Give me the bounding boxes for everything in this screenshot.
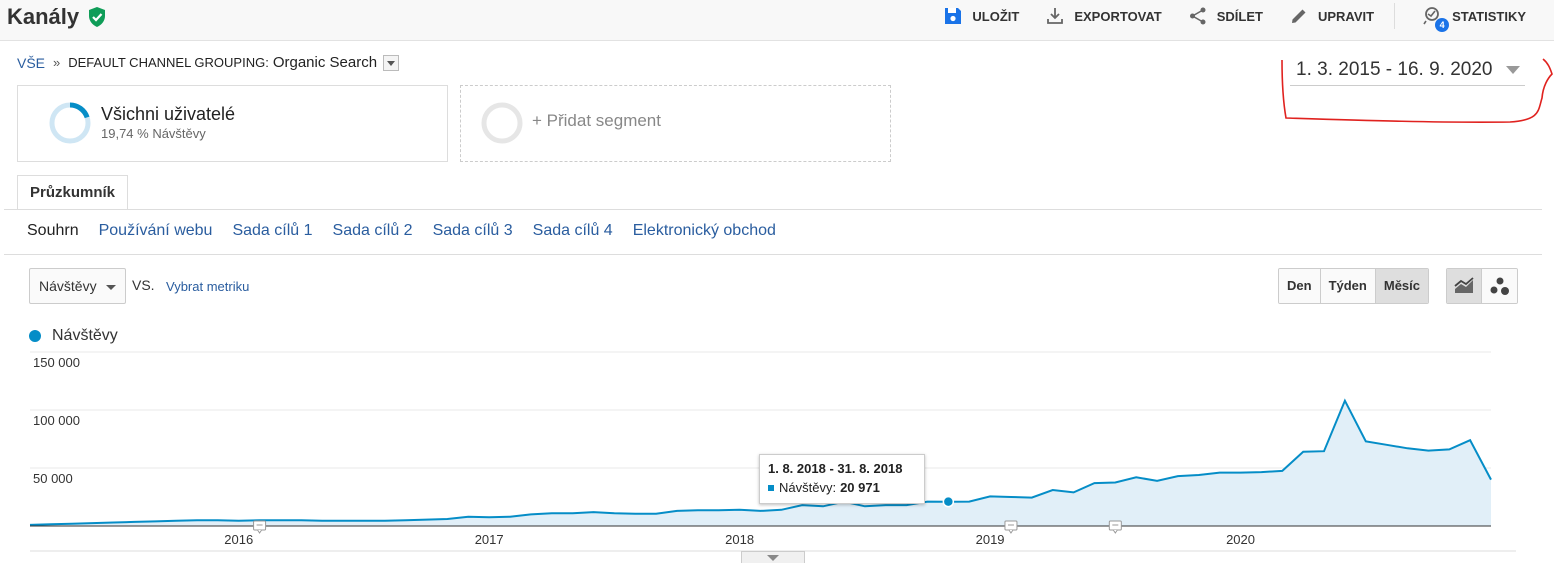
chart-collapse-handle[interactable] — [741, 551, 805, 563]
annotation-marker-icon[interactable] — [253, 520, 267, 534]
annotation-marker-icon[interactable] — [1108, 520, 1122, 534]
select-metric-link[interactable]: Vybrat metriku — [166, 279, 250, 294]
segment-title: Všichni uživatelé — [101, 104, 236, 124]
insights-button[interactable]: 4 STATISTIKY — [1421, 5, 1526, 32]
segment-donut-icon — [49, 102, 91, 144]
breadcrumb-dimension-value: Organic Search — [272, 54, 378, 71]
chart-type-toggle — [1446, 268, 1518, 304]
top-bar: Kanály ULOŽIT EXPORTOVAT — [0, 0, 1554, 41]
tooltip-series-swatch — [768, 484, 774, 491]
line-chart-view-button[interactable] — [1447, 269, 1482, 303]
breadcrumb-root-link[interactable]: VŠE — [17, 54, 46, 71]
subnav-divider — [4, 254, 1542, 255]
tooltip-date-range: 1. 8. 2018 - 31. 8. 2018 — [768, 461, 903, 476]
date-range-text: 1. 3. 2015 - 16. 9. 2020 — [1296, 59, 1493, 80]
line-chart-icon — [1454, 277, 1474, 293]
segment-all-users[interactable]: Všichni uživatelé 19,74 % Návštěvy — [17, 85, 448, 162]
toolbar-divider — [1394, 3, 1396, 29]
y-tick-label: 150 000 — [33, 355, 80, 370]
period-toggle: Den Týden Měsíc — [1278, 268, 1429, 304]
x-tick-label: 2020 — [1226, 532, 1255, 547]
subnav-goal-set-4[interactable]: Sada cílů 4 — [532, 222, 613, 239]
chart-legend: Návštěvy — [29, 327, 118, 345]
tab-divider — [4, 209, 1542, 210]
x-tick-label: 2016 — [224, 532, 253, 547]
verified-shield-icon — [89, 7, 106, 27]
subnav-goal-set-1[interactable]: Sada cílů 1 — [232, 222, 313, 239]
segment-subtitle: 19,74 % Návštěvy — [101, 126, 206, 141]
subnav-site-usage[interactable]: Používání webu — [98, 222, 213, 239]
chevron-down-icon — [1506, 66, 1520, 74]
legend-series-dot — [29, 330, 41, 342]
tooltip-series-value: 20 971 — [840, 480, 880, 495]
download-icon — [1047, 8, 1064, 24]
motion-chart-view-button[interactable] — [1482, 269, 1517, 303]
tooltip-series-label: Návštěvy: — [779, 480, 837, 495]
y-tick-label: 100 000 — [33, 413, 80, 428]
x-tick-label: 2017 — [475, 532, 504, 547]
page-title: Kanály — [7, 4, 107, 30]
highlighted-data-point — [942, 495, 955, 508]
edit-button[interactable]: UPRAVIT — [1289, 6, 1374, 26]
breadcrumb-separator: » — [53, 55, 61, 70]
empty-segment-ring-icon — [481, 102, 523, 144]
subnav-goal-set-2[interactable]: Sada cílů 2 — [332, 222, 413, 239]
tab-explorer[interactable]: Průzkumník — [17, 175, 128, 210]
date-range-picker[interactable]: 1. 3. 2015 - 16. 9. 2020 — [1290, 59, 1525, 86]
bubble-chart-icon — [1490, 277, 1509, 295]
pencil-icon — [1291, 9, 1306, 23]
share-icon — [1189, 7, 1206, 25]
annotation-marker-icon[interactable] — [1004, 520, 1018, 534]
period-day-button[interactable]: Den — [1279, 269, 1321, 303]
report-actions: ULOŽIT EXPORTOVAT SDÍLET UPRAVIT — [917, 0, 1526, 32]
chart-tooltip: 1. 8. 2018 - 31. 8. 2018 Návštěvy: 20 97… — [759, 454, 925, 504]
share-button[interactable]: SDÍLET — [1188, 6, 1263, 26]
add-segment-button[interactable]: + Přidat segment — [460, 85, 891, 162]
period-week-button[interactable]: Týden — [1320, 269, 1376, 303]
vs-label: VS. — [132, 277, 155, 293]
subnav-summary[interactable]: Souhrn — [27, 222, 79, 239]
subnav-goal-set-3[interactable]: Sada cílů 3 — [432, 222, 513, 239]
page-title-text: Kanály — [7, 4, 80, 29]
dimension-dropdown-button[interactable] — [383, 54, 400, 71]
save-button[interactable]: ULOŽIT — [943, 6, 1019, 26]
y-tick-label: 50 000 — [33, 471, 73, 486]
breadcrumb: VŠE » DEFAULT CHANNEL GROUPING: Organic … — [17, 54, 400, 71]
metric-dropdown-value: Návštěvy — [39, 278, 97, 294]
save-icon — [945, 8, 962, 24]
x-tick-label: 2019 — [976, 532, 1005, 547]
export-button[interactable]: EXPORTOVAT — [1045, 6, 1162, 26]
x-tick-label: 2018 — [725, 532, 754, 547]
insights-count-badge: 4 — [1435, 18, 1450, 32]
breadcrumb-dimension-label: DEFAULT CHANNEL GROUPING: — [68, 55, 269, 70]
series-line — [29, 398, 1492, 526]
explorer-subnav: Souhrn Používání webu Sada cílů 1 Sada c… — [27, 222, 796, 240]
add-segment-label: + Přidat segment — [532, 111, 661, 130]
legend-series-label: Návštěvy — [52, 327, 118, 344]
metric-dropdown[interactable]: Návštěvy — [29, 268, 126, 304]
period-month-button[interactable]: Měsíc — [1375, 269, 1428, 303]
series-area — [30, 400, 1491, 526]
subnav-ecommerce[interactable]: Elektronický obchod — [632, 222, 776, 239]
